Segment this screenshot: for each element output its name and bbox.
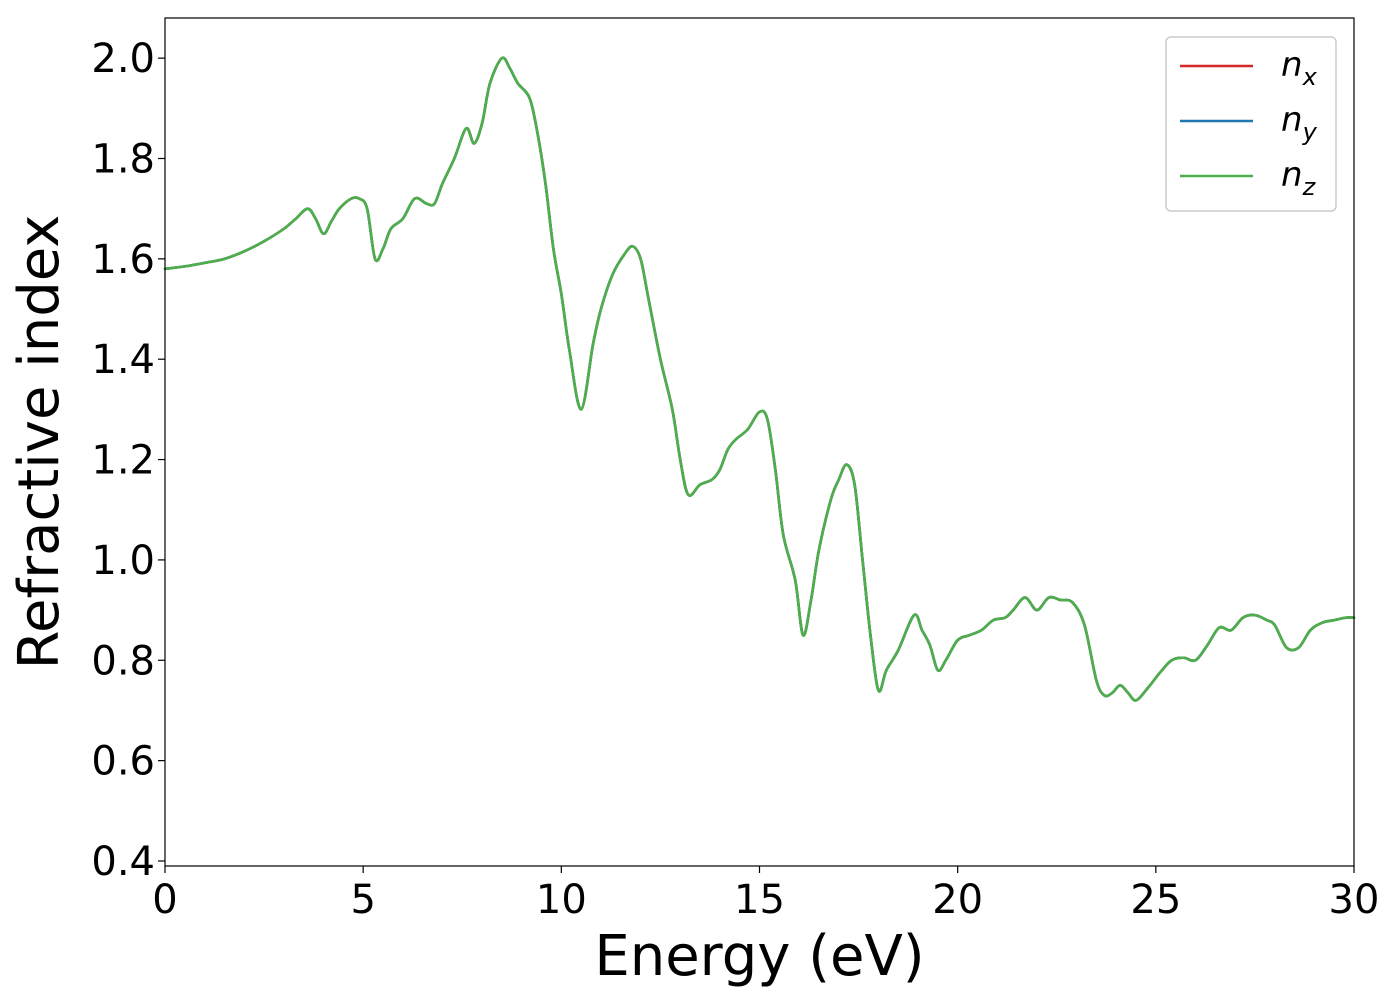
plot-frame	[164, 17, 1355, 867]
y-tick-label: 1.4	[91, 337, 155, 383]
plot-background	[165, 18, 1354, 866]
x-tick-label: 25	[1130, 877, 1181, 923]
y-tick-label: 0.8	[91, 638, 155, 684]
x-tick-label: 5	[350, 877, 375, 923]
y-tick-label: 0.4	[91, 839, 155, 885]
legend-label-subscript: y	[1302, 118, 1318, 146]
x-tick-label: 20	[932, 877, 983, 923]
series-layer	[163, 56, 1356, 702]
legend-label-base: n	[1281, 155, 1303, 195]
x-tick-label: 30	[1329, 877, 1380, 923]
x-axis-ticks: 0 5 10 15 20 25 30	[152, 866, 1379, 923]
x-tick-label: 0	[152, 877, 177, 923]
x-tick-label: 10	[536, 877, 587, 923]
legend-label-nz: nz	[1281, 155, 1317, 201]
y-tick-label: 1.0	[91, 538, 155, 584]
y-tick-label: 1.8	[91, 136, 155, 182]
y-tick-label: 1.2	[91, 438, 155, 484]
y-axis-ticks: 0.4 0.6 0.8 1.0 1.2 1.4 1.6 1.8 2.0	[91, 36, 165, 885]
legend-label-subscript: z	[1302, 173, 1317, 201]
legend-label-subscript: x	[1302, 63, 1318, 91]
y-axis-title: Refractive index	[7, 215, 72, 670]
legend-label-base: n	[1281, 100, 1303, 140]
legend-label-nx: nx	[1281, 45, 1318, 91]
series-line-nz	[163, 56, 1356, 702]
y-tick-label: 0.6	[91, 739, 155, 785]
x-tick-label: 15	[734, 877, 785, 923]
x-axis-title: Energy (eV)	[594, 924, 924, 989]
y-tick-label: 2.0	[91, 36, 155, 82]
legend-label-base: n	[1281, 45, 1303, 85]
legend-frame	[1165, 36, 1337, 212]
y-tick-label: 1.6	[91, 237, 155, 283]
legend-label-ny: ny	[1281, 100, 1318, 146]
